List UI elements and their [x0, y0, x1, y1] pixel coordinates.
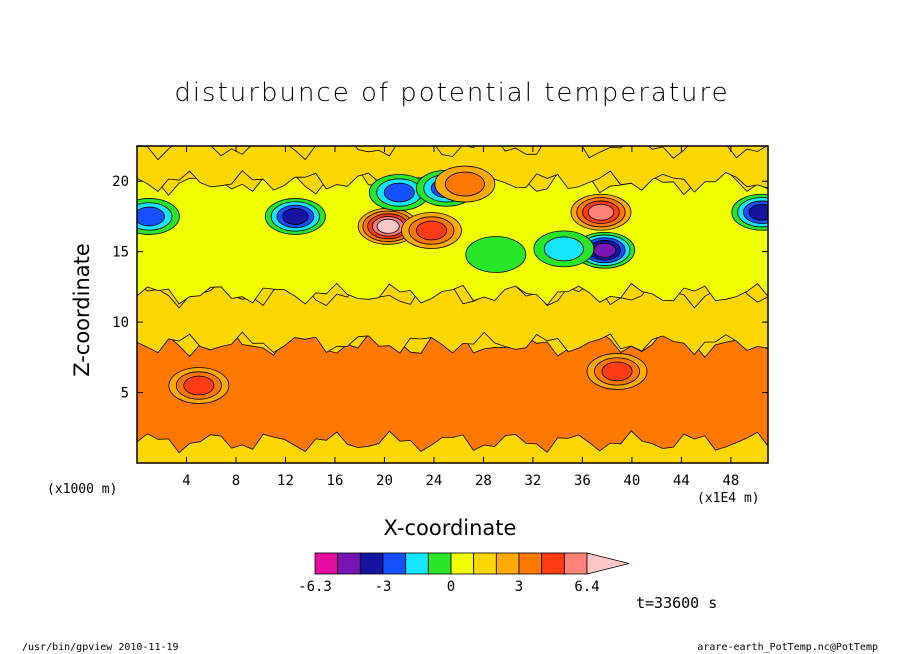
chart-title: disturbunce of potential temperature — [174, 78, 730, 108]
contour-feature — [264, 198, 326, 235]
x-tick-label: 40 — [623, 473, 640, 489]
x-tick-label: 24 — [426, 473, 443, 489]
colorbar-swatch — [337, 552, 361, 575]
y-tick-label: 20 — [112, 174, 129, 190]
x-tick-label: 44 — [673, 473, 690, 489]
contour-feature — [533, 230, 595, 268]
colorbar-swatch — [518, 552, 543, 575]
x-tick-label: 8 — [232, 473, 240, 489]
y-unit-note: (x1000 m) — [47, 482, 118, 497]
x-tick-label: 28 — [475, 473, 492, 489]
colorbar-swatch — [427, 552, 452, 575]
x-tick-label: 16 — [327, 473, 344, 489]
contour-feature — [586, 353, 648, 390]
x-axis-label: X-coordinate — [383, 516, 517, 540]
x-tick-label: 12 — [277, 473, 294, 489]
contour-feature — [465, 236, 527, 273]
contour-feature — [168, 367, 230, 404]
contour-feature — [434, 165, 496, 203]
contour-feature — [137, 198, 180, 235]
x-tick-label: 48 — [722, 473, 739, 489]
time-label: t=33600 s — [636, 594, 718, 612]
contour-feature — [570, 193, 632, 231]
colorbar-swatch — [473, 552, 497, 575]
colorbar-swatch — [450, 552, 475, 575]
y-tick-label: 5 — [121, 386, 129, 402]
contour-feature — [368, 174, 430, 211]
x-tick-label: 32 — [524, 473, 541, 489]
contour-field — [137, 146, 768, 463]
colorbar: -6.3 -3 0 3 6.4 — [298, 552, 630, 595]
colorbar-swatch — [359, 552, 384, 575]
y-tick-label: 10 — [112, 315, 129, 331]
colorbar-arrow — [586, 552, 630, 575]
colorbar-swatch — [541, 552, 565, 575]
colorbar-tick-label: 3 — [515, 579, 523, 595]
y-tick-label: 15 — [112, 245, 129, 261]
contour-feature — [731, 193, 768, 231]
colorbar-swatch — [314, 552, 339, 575]
colorbar-swatch — [405, 552, 429, 575]
y-axis-label: Z-coordinate — [70, 243, 94, 377]
footer-left: /usr/bin/gpview 2010-11-19 — [22, 642, 179, 653]
x-axis: 4 8 12 16 20 24 28 32 36 40 44 48 — [182, 146, 739, 489]
footer-right: arare-earth_PotTemp.nc@PotTemp — [697, 642, 878, 653]
colorbar-tick-label: -6.3 — [298, 579, 332, 595]
colorbar-swatch — [495, 552, 520, 575]
colorbar-swatch — [382, 552, 407, 575]
contour-feature — [401, 212, 462, 249]
x-tick-label: 4 — [182, 473, 190, 489]
plot-frame — [136, 145, 769, 464]
colorbar-tick-label: -3 — [375, 579, 392, 595]
colorbar-swatch — [563, 552, 588, 575]
x-tick-label: 36 — [574, 473, 591, 489]
contour-feature — [357, 207, 419, 245]
x-tick-label: 20 — [376, 473, 393, 489]
y-axis: 5 10 15 20 — [112, 174, 768, 402]
colorbar-tick-label: 0 — [447, 579, 455, 595]
colorbar-tick-label: 6.4 — [574, 579, 599, 595]
x-unit-note: (x1E4 m) — [697, 491, 760, 506]
